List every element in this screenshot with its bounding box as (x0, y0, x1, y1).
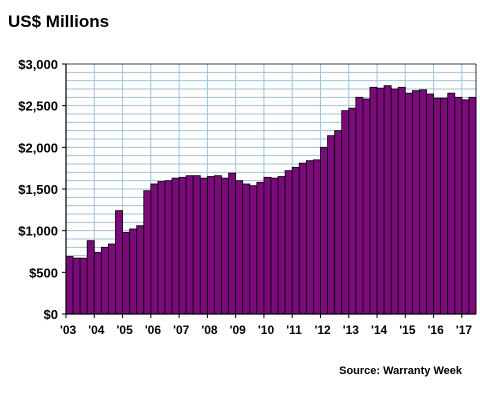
bar (327, 135, 336, 315)
bar (178, 176, 187, 315)
bar (404, 92, 413, 315)
y-tick-label: $1,000 (18, 224, 58, 239)
bar (277, 176, 286, 315)
x-tick-label: '03 (60, 323, 77, 337)
x-tick-label: '15 (399, 323, 416, 337)
y-axis-ticks: $0 $500 $1,000 $1,500 $2,000 $2,500 $3,000 (18, 57, 66, 322)
bar (468, 96, 477, 315)
bar (291, 166, 300, 315)
y-tick-label: $3,000 (18, 57, 58, 72)
bar (440, 97, 449, 315)
bar (454, 96, 463, 315)
bar (263, 176, 272, 315)
bar (334, 130, 343, 315)
bar (65, 256, 74, 315)
bar (72, 257, 81, 315)
x-tick-label: '06 (145, 323, 162, 337)
x-tick-label: '04 (88, 323, 105, 337)
bar (461, 99, 470, 315)
bar (199, 177, 208, 315)
x-tick-label: '08 (201, 323, 218, 337)
bar (122, 231, 131, 315)
bar (143, 190, 152, 315)
bar (150, 183, 159, 315)
bar (242, 183, 251, 315)
bar (390, 88, 399, 315)
bar (348, 107, 357, 315)
x-tick-label: '16 (428, 323, 445, 337)
bar (206, 176, 215, 315)
bar (270, 177, 279, 315)
y-tick-label: $2,500 (18, 99, 58, 114)
bar (397, 86, 406, 315)
bar (362, 98, 371, 315)
bar (369, 86, 378, 315)
bar (108, 243, 116, 315)
x-tick-label: '11 (286, 323, 302, 337)
bar (136, 225, 145, 315)
bar (164, 180, 173, 315)
x-tick-label: '13 (343, 323, 360, 337)
bar (256, 181, 265, 315)
bar (100, 246, 109, 315)
bar (79, 257, 88, 315)
bar (235, 180, 244, 315)
bar (383, 85, 392, 315)
bar (185, 175, 194, 315)
bar (320, 146, 328, 315)
bar (214, 175, 222, 315)
y-tick-label: $2,000 (18, 140, 58, 155)
y-tick-label: $1,500 (18, 182, 58, 197)
x-tick-label: '14 (371, 323, 388, 337)
bar (298, 162, 307, 315)
bar (447, 92, 456, 315)
source-note: Source: Warranty Week (339, 365, 462, 377)
bar (157, 181, 166, 315)
bar (313, 159, 321, 315)
y-tick-label: $500 (29, 265, 58, 280)
bar (355, 96, 364, 315)
bar (115, 210, 123, 315)
bar (86, 240, 95, 315)
bar (249, 185, 258, 315)
x-tick-label: '17 (456, 323, 473, 337)
x-axis-ticks: '03 '04 '05 '06 '07 '08 '09 '10 '11 '12 '13 '14 '15 '… (60, 314, 472, 337)
bar (341, 110, 350, 315)
bar (419, 89, 427, 315)
bar (171, 177, 180, 315)
x-tick-label: '07 (173, 323, 190, 337)
bar (93, 251, 102, 315)
chart-title: US$ Millions (8, 12, 110, 31)
x-tick-label: '12 (314, 323, 331, 337)
bar (411, 90, 420, 315)
x-tick-label: '05 (117, 323, 134, 337)
bar (192, 175, 201, 315)
x-tick-label: '09 (230, 323, 247, 337)
y-tick-label: $0 (44, 307, 58, 322)
bar (129, 228, 138, 315)
bar (305, 160, 314, 315)
bar (284, 170, 293, 315)
bar (426, 93, 434, 315)
bar (433, 97, 442, 315)
bar (228, 172, 237, 315)
x-tick-label: '10 (258, 323, 275, 337)
bar (221, 177, 229, 315)
bar (376, 87, 385, 315)
